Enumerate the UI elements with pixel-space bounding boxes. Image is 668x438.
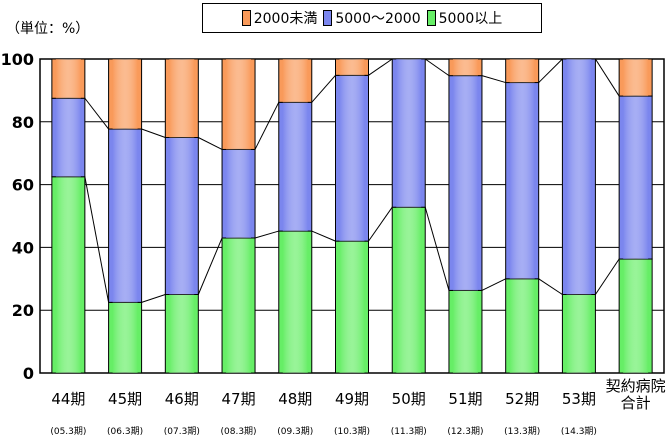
x-period-label: (09.3期) (277, 426, 313, 437)
bar-highlight (55, 59, 81, 99)
connector-line (424, 207, 450, 291)
y-tick-label: 20 (12, 301, 34, 320)
x-period-label: (06.3期) (107, 426, 143, 437)
bar-highlight (339, 59, 365, 76)
legend-item-under-2000: 2000未満 (241, 8, 318, 28)
bar-highlight (282, 102, 308, 232)
connector-line (141, 294, 166, 303)
bar-highlight (55, 176, 81, 373)
bar-highlight (452, 290, 478, 373)
bar-highlight (339, 75, 365, 242)
x-category-label: 48期 (278, 390, 312, 408)
connector-line (84, 97, 109, 130)
bar-highlight (169, 59, 195, 138)
connector-line (198, 137, 223, 150)
x-category-label: 49期 (335, 390, 369, 408)
x-period-label: (07.3期) (164, 426, 200, 437)
connector-line (368, 206, 393, 242)
x-category-label: 50期 (392, 390, 426, 408)
legend-swatch-5000-2000 (323, 10, 333, 26)
connector-line (594, 58, 620, 97)
bar-highlight (509, 82, 535, 279)
x-category-label: 47期 (221, 390, 255, 408)
bar-highlight (623, 59, 649, 97)
connector-line (481, 278, 506, 291)
x-category-label: 46期 (165, 390, 199, 408)
connector-line (538, 58, 563, 83)
bar-highlight (396, 207, 422, 373)
x-category-label: 45期 (108, 390, 142, 408)
x-category-label: 53期 (562, 390, 596, 408)
legend-swatch-5000-over (426, 10, 436, 26)
x-period-label: (12.3期) (447, 426, 483, 437)
connector-line (197, 237, 223, 295)
bar-highlight (396, 59, 422, 208)
connector-line (424, 58, 450, 77)
x-period-label: (08.3期) (221, 426, 257, 437)
legend-label-under-2000: 2000未満 (253, 11, 318, 27)
legend-swatch-under-2000 (241, 10, 251, 26)
bar-highlight (112, 129, 138, 303)
bar-highlight (55, 98, 81, 177)
bar-highlight (169, 137, 195, 295)
x-category-label: 44期 (51, 390, 85, 408)
bar-highlight (169, 294, 195, 373)
y-tick-label: 60 (12, 176, 34, 195)
x-period-label: (14.3期) (561, 426, 597, 437)
x-period-label: (10.3期) (334, 426, 370, 437)
connector-line (368, 58, 393, 76)
y-tick-label: 0 (23, 364, 34, 383)
bar-highlight (112, 59, 138, 130)
x-category-label: 52期 (505, 390, 539, 408)
bar-highlight (339, 241, 365, 373)
x-period-label: (05.3期) (50, 426, 86, 437)
connector-line (141, 128, 166, 138)
bar-highlight (282, 59, 308, 103)
x-period-label: (13.3期) (504, 426, 540, 437)
connector-line (311, 230, 336, 242)
connector-line (84, 176, 110, 303)
bar-highlight (452, 75, 478, 291)
bar-highlight (623, 259, 649, 373)
connector-line (254, 102, 280, 150)
bar-highlight (566, 59, 592, 295)
bar-highlight (566, 294, 592, 373)
bar-highlight (226, 59, 252, 150)
connector-line (594, 258, 620, 295)
unit-label: （単位：%） (6, 21, 90, 37)
connector-line (254, 230, 279, 239)
chart-legend: 2000未満 5000～2000 5000以上 (202, 3, 542, 33)
y-tick-label: 100 (1, 50, 34, 69)
x-period-label: (11.3期) (391, 426, 427, 437)
legend-item-5000-over: 5000以上 (426, 8, 503, 28)
x-category-label: 合計 (621, 394, 651, 412)
bar-highlight (226, 149, 252, 238)
y-tick-label: 80 (12, 113, 34, 132)
connector-line (481, 75, 506, 84)
connector-line (311, 74, 336, 103)
bar-highlight (112, 302, 138, 373)
bar-highlight (452, 59, 478, 76)
y-tick-label: 40 (12, 238, 34, 257)
bar-highlight (509, 278, 535, 373)
legend-item-5000-2000: 5000～2000 (323, 8, 421, 28)
connector-line (538, 278, 563, 295)
legend-label-5000-2000: 5000～2000 (335, 11, 421, 27)
bar-highlight (226, 237, 252, 373)
x-category-label: 51期 (448, 390, 482, 408)
bar-highlight (509, 59, 535, 83)
bar-highlight (282, 231, 308, 373)
legend-label-5000-over: 5000以上 (438, 11, 503, 27)
bar-highlight (623, 96, 649, 260)
x-category-label: 契約病院 (606, 377, 666, 395)
